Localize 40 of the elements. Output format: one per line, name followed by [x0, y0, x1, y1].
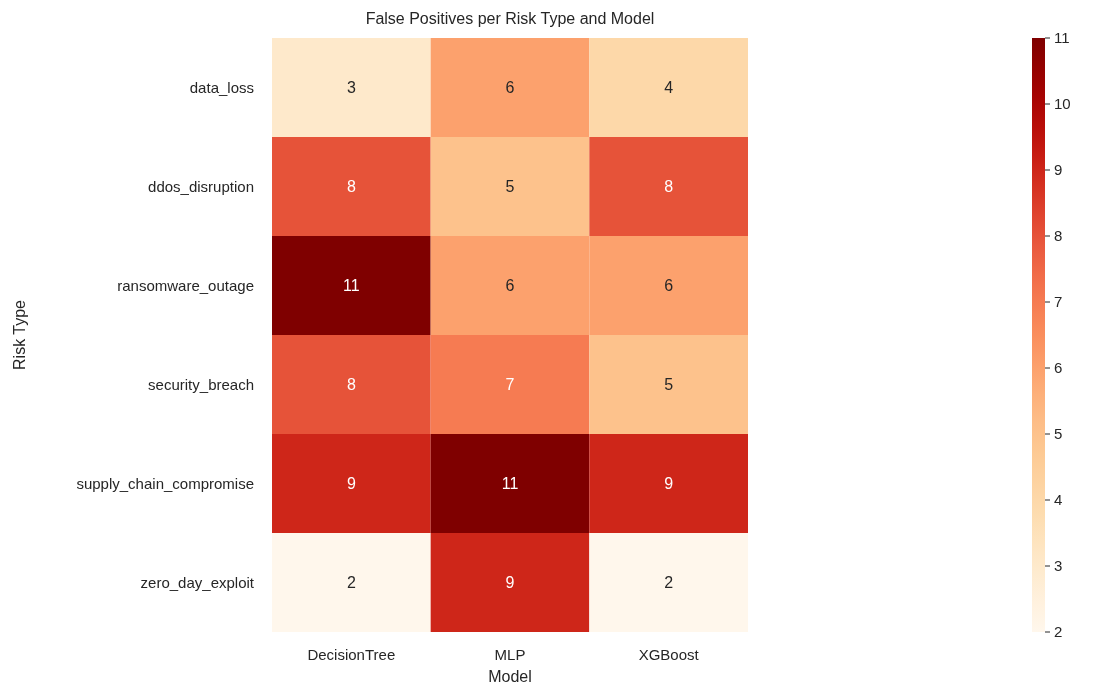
data-label: 2	[346, 574, 356, 592]
data-label: 8	[346, 376, 356, 394]
color-bar-label: 3	[1054, 557, 1063, 575]
chart-title: False Positives per Risk Type and Model	[365, 10, 655, 27]
color-bar-label: 6	[1054, 359, 1063, 377]
data-label: 11	[501, 475, 519, 493]
y-axis-title: Risk Type	[11, 299, 28, 370]
color-bar-label: 2	[1054, 623, 1063, 641]
x-tick-label: DecisionTree	[307, 646, 396, 663]
x-tick-label: XGBoost	[638, 646, 700, 663]
x-tick-label: MLP	[494, 646, 526, 663]
data-label: 9	[346, 475, 356, 493]
y-tick-label: supply_chain_compromise	[76, 474, 254, 492]
data-label: 9	[664, 475, 674, 493]
color-bar-label: 4	[1054, 491, 1063, 509]
data-label: 5	[505, 178, 515, 196]
color-bar-label: 9	[1054, 161, 1063, 179]
color-bar-label: 8	[1054, 227, 1063, 245]
data-label: 11	[343, 277, 360, 295]
data-label: 8	[346, 178, 356, 196]
data-label: 6	[505, 277, 515, 295]
y-tick-label: security_breach	[148, 375, 254, 393]
data-label: 7	[505, 376, 515, 394]
data-label: 9	[505, 574, 515, 592]
data-label: 2	[664, 574, 674, 592]
data-label: 4	[664, 79, 674, 97]
color-bar-label: 10	[1054, 95, 1071, 113]
x-axis-title: Model	[488, 668, 532, 685]
y-tick-label: zero_day_exploit	[140, 573, 255, 591]
data-label: 5	[664, 376, 674, 394]
color-bar-label: 11	[1054, 29, 1070, 47]
color-bar-label: 7	[1054, 293, 1063, 311]
data-label: 3	[346, 79, 356, 97]
y-tick-label: ransomware_outage	[117, 276, 254, 294]
y-tick-label: data_loss	[189, 78, 254, 96]
y-tick-label: ddos_disruption	[148, 177, 254, 195]
color-bar-label: 5	[1054, 425, 1063, 443]
data-label: 6	[664, 277, 674, 295]
data-label: 8	[664, 178, 674, 196]
data-label: 6	[505, 79, 515, 97]
